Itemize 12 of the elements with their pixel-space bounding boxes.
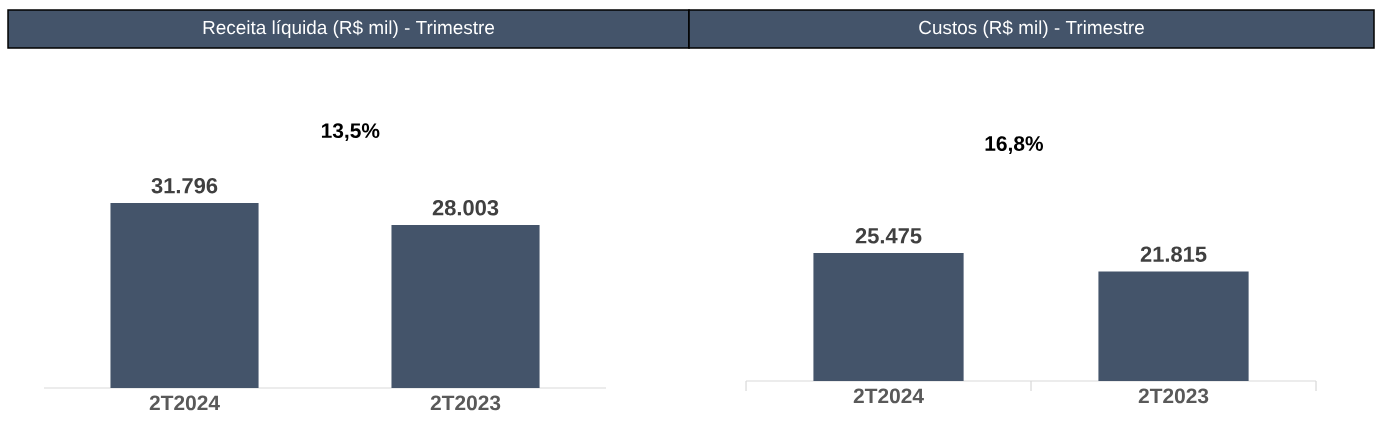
x-tick-label: 2T2023 (1138, 388, 1209, 404)
data-label: 21.815 (1140, 246, 1207, 262)
x-tick-label: 2T2024 (149, 395, 220, 411)
data-label: 25.475 (855, 228, 922, 244)
text: 13,5% (321, 123, 380, 142)
chart-title: Custos (R$ mil) - Trimestre (919, 20, 1144, 38)
chart-title: Receita líquida (R$ mil) - Trimestre (203, 20, 495, 38)
text: 16,8% (985, 136, 1044, 154)
data-label: 31.796 (151, 177, 218, 194)
x-tick-label: 2T2024 (853, 388, 924, 404)
x-tick-label: 2T2023 (430, 395, 501, 411)
data-label: 28.003 (432, 199, 499, 216)
